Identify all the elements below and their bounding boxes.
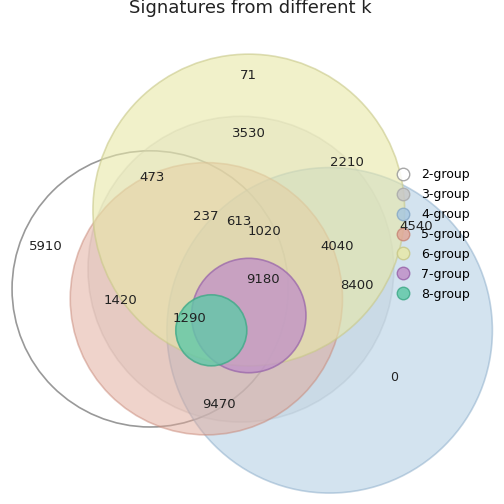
Circle shape <box>70 163 343 435</box>
Circle shape <box>88 116 394 422</box>
Circle shape <box>192 259 306 373</box>
Text: 3530: 3530 <box>232 127 266 140</box>
Circle shape <box>176 295 247 366</box>
Text: 237: 237 <box>193 210 218 223</box>
Circle shape <box>167 167 492 493</box>
Text: 2210: 2210 <box>331 156 364 169</box>
Text: 1020: 1020 <box>247 225 281 238</box>
Text: 473: 473 <box>140 171 165 184</box>
Title: Signatures from different k: Signatures from different k <box>130 0 372 18</box>
Text: 8400: 8400 <box>341 279 374 292</box>
Text: 5910: 5910 <box>29 240 62 253</box>
Legend: 2-group, 3-group, 4-group, 5-group, 6-group, 7-group, 8-group: 2-group, 3-group, 4-group, 5-group, 6-gr… <box>385 163 475 305</box>
Text: 9470: 9470 <box>203 398 236 411</box>
Circle shape <box>93 54 405 366</box>
Text: 71: 71 <box>240 70 257 82</box>
Text: 1420: 1420 <box>104 294 138 307</box>
Text: 1290: 1290 <box>173 312 207 325</box>
Text: 0: 0 <box>390 371 398 384</box>
Text: 4540: 4540 <box>400 220 433 233</box>
Text: 613: 613 <box>226 215 251 228</box>
Text: 9180: 9180 <box>246 273 279 286</box>
Text: 4040: 4040 <box>321 240 354 253</box>
